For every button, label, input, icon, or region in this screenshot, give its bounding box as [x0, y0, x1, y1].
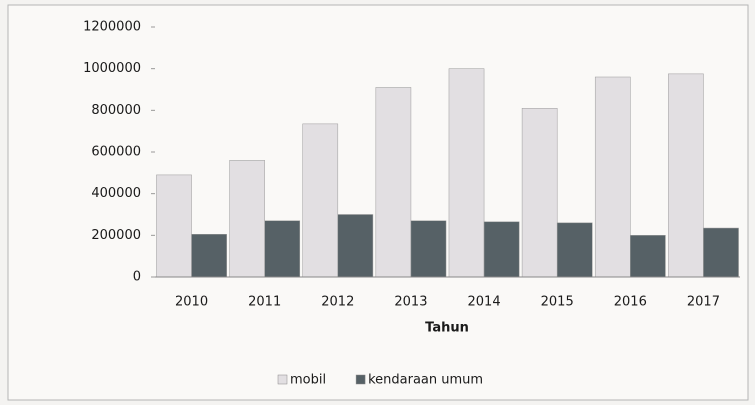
x-tick-label: 2010 — [175, 295, 208, 310]
y-tick-label: 400000 — [91, 186, 141, 201]
y-tick-label: 200000 — [91, 228, 141, 243]
legend-swatch — [277, 374, 288, 385]
x-tick-label: 2012 — [321, 295, 354, 310]
legend-label: mobil — [290, 373, 326, 388]
x-tick-label: 2013 — [394, 295, 427, 310]
x-axis-title: Tahun — [425, 321, 469, 336]
y-tick-label: 800000 — [91, 103, 141, 118]
x-tick-label: 2017 — [687, 295, 720, 310]
bar — [483, 221, 520, 278]
bar — [264, 220, 301, 278]
bar — [594, 76, 631, 278]
bar — [156, 174, 192, 278]
bar — [448, 68, 485, 278]
bar — [191, 234, 227, 278]
x-tick-label: 2016 — [614, 295, 647, 310]
bar — [703, 227, 739, 278]
y-tick-label: 1000000 — [83, 61, 141, 76]
legend-swatch — [355, 374, 366, 385]
bar — [302, 123, 339, 278]
x-tick-label: 2014 — [468, 295, 501, 310]
bar — [630, 235, 666, 278]
bar — [375, 87, 412, 278]
bar — [556, 222, 593, 278]
x-tick-label: 2015 — [541, 295, 574, 310]
y-tick-label: 600000 — [91, 145, 141, 160]
y-tick-label: 0 — [133, 270, 141, 285]
bar — [229, 160, 265, 278]
bar — [668, 73, 704, 278]
y-tick-label: 1200000 — [83, 20, 141, 35]
x-tick-label: 2011 — [248, 295, 281, 310]
bar — [521, 108, 558, 278]
legend-label: kendaraan umum — [368, 373, 483, 388]
bar — [410, 220, 447, 278]
bar — [337, 214, 374, 278]
